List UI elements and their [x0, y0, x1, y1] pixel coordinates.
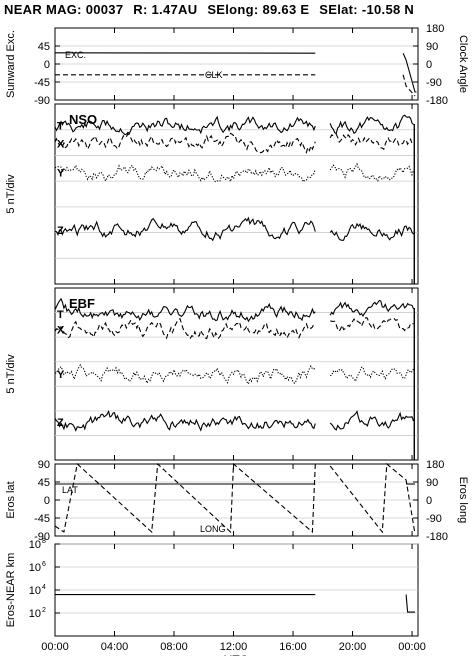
y-tick-label: 90: [38, 459, 50, 471]
series-nso-x-line: [329, 133, 414, 151]
series-exc-label: EXC.: [65, 50, 86, 60]
series-y-label: Y: [57, 167, 65, 179]
y-tick-label: -90: [34, 95, 50, 107]
title-selong: SElong: 89.63 E: [207, 2, 310, 17]
x-tick-label: 08:00: [160, 641, 188, 653]
series-nso-z-line: [329, 222, 414, 241]
series-distance-line: [405, 594, 415, 613]
y-axis-label-right: Clock Angle: [457, 35, 469, 93]
series-t-label: T: [57, 121, 64, 133]
series-nso-y-line: [54, 164, 316, 184]
series-z-label: Z: [57, 417, 64, 429]
y-tick-label-exponent: 6: [42, 561, 46, 568]
series-ebf-z-line: [54, 409, 316, 432]
x-axis-label: UTC: [224, 653, 249, 656]
series-t-label: T: [57, 309, 64, 321]
y-tick-label: -90: [34, 531, 50, 543]
y-tick-label: 0: [44, 59, 50, 71]
x-tick-label: 04:00: [101, 641, 129, 653]
series-ebf-y-line: [55, 363, 316, 386]
series-nso-y-line: [329, 162, 415, 182]
series-nso-t-line: [54, 115, 316, 136]
y-tick-label: -45: [34, 77, 50, 89]
series-nso-t-line: [329, 114, 414, 135]
y-tick-label: 10: [29, 539, 41, 551]
y-tick-label-right: 90: [426, 41, 438, 53]
y-axis-label-right: Eros long: [457, 477, 469, 523]
y-tick-label: -45: [34, 513, 50, 525]
title-selat: SElat: -10.58 N: [319, 2, 415, 17]
x-tick-label: 00:00: [41, 641, 69, 653]
y-tick-label-right: 180: [426, 23, 444, 35]
panel-nso-frame: [54, 103, 419, 285]
y-tick-label-right: 0: [426, 59, 432, 71]
y-tick-label: 45: [38, 41, 50, 53]
y-tick-label: 45: [38, 477, 50, 489]
series-long-line: [329, 462, 416, 535]
y-tick-label-right: -180: [426, 531, 448, 543]
x-tick-label: 12:00: [220, 641, 248, 653]
series-ebf-z-line: [329, 410, 415, 431]
series-ebf-x-line: [330, 316, 414, 333]
series-ebf-y-line: [330, 366, 414, 383]
series-nso-z-line: [54, 216, 316, 242]
panel-ebf-label: EBF: [69, 296, 95, 311]
y-tick-label: 10: [29, 585, 41, 597]
series-z-label: Z: [57, 225, 64, 237]
series-x-label: X: [57, 139, 65, 151]
y-tick-label: 0: [44, 495, 50, 507]
title-distance: R: 1.47AU: [133, 2, 198, 17]
y-tick-label-right: -90: [426, 77, 442, 89]
y-tick-label: 10: [29, 608, 41, 620]
series-long-line: [54, 462, 316, 534]
x-tick-label: 20:00: [339, 641, 367, 653]
y-tick-label-right: -90: [426, 513, 442, 525]
y-tick-label-exponent: 2: [42, 607, 46, 614]
y-tick-label-exponent: 8: [42, 538, 46, 545]
y-axis-label-left: Eros lat: [5, 481, 17, 518]
series-ebf-x-line: [54, 317, 316, 340]
series-lat-label: LAT: [62, 485, 78, 495]
panel-nso-label: NSO: [69, 112, 97, 127]
y-axis-label: 5 nT/div: [5, 174, 17, 214]
y-tick-label-right: 90: [426, 477, 438, 489]
y-axis-label-left: Sunward Exc.: [5, 30, 17, 98]
series-clk-label: CLK: [205, 70, 223, 80]
series-exc-line: [402, 52, 417, 93]
y-tick-label: 10: [29, 562, 41, 574]
y-tick-label-right: 180: [426, 459, 444, 471]
series-y-label: Y: [57, 369, 65, 381]
series-x-label: X: [57, 324, 65, 336]
x-tick-label: 16:00: [279, 641, 307, 653]
title-prefix: NEAR MAG: 00037: [4, 2, 124, 17]
figure-title: NEAR MAG: 00037 R: 1.47AU SElong: 89.63 …: [4, 2, 470, 17]
y-axis-label: 5 nT/div: [5, 354, 17, 394]
series-long-label: LONG: [200, 524, 226, 534]
series-ebf-t-line: [54, 297, 316, 323]
y-tick-label-right: -180: [426, 95, 448, 107]
y-tick-label-exponent: 4: [42, 584, 46, 591]
x-tick-label: 00:00: [398, 641, 426, 653]
series-clk-line: [402, 74, 416, 97]
y-axis-label: Eros-NEAR km: [5, 553, 17, 628]
series-ebf-t-line: [329, 299, 415, 318]
series-nso-x-line: [54, 132, 316, 154]
y-tick-label-right: 0: [426, 495, 432, 507]
panel-ebf-frame: [54, 287, 419, 461]
